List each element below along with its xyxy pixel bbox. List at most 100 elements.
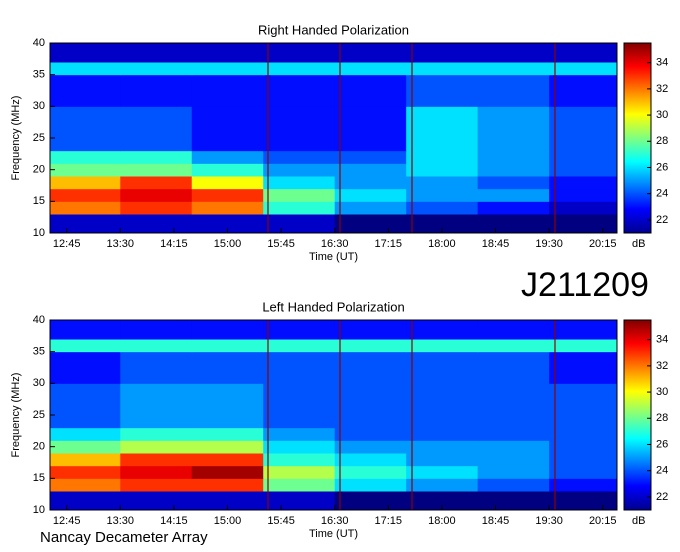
heatmap-cell [50,440,121,454]
x-tick-label: 18:00 [428,515,456,527]
heatmap-cell [549,339,618,353]
heatmap-cell [549,150,618,164]
heatmap-cell [549,74,618,107]
y-axis-label: Frequency (MHz) [10,373,22,458]
heatmap-cell [549,176,618,190]
heatmap-cell [477,427,550,441]
heatmap-cell [191,214,264,234]
colorbar [623,319,652,511]
heatmap-cell [406,106,479,152]
heatmap-cell [120,62,193,76]
heatmap-cell [334,465,407,479]
heatmap-cell [50,188,121,202]
colorbar-tick-label: 24 [656,465,668,477]
heatmap-cell [120,188,193,202]
heatmap-cell [549,427,618,441]
x-axis-label: Time (UT) [309,528,358,540]
heatmap-cell [263,320,336,340]
heatmap-cell [477,351,550,384]
heatmap-cell [120,43,193,63]
heatmap-cell [120,491,193,511]
heatmap-cell [50,62,121,76]
colorbar-tick-label: 30 [656,386,668,398]
heatmap-cell [191,74,264,107]
heatmap-cell [549,201,618,215]
heatmap-cell [406,74,479,107]
heatmap-cell [406,201,479,215]
heatmap-cell [334,106,407,152]
y-tick-label: 20 [33,164,45,176]
heatmap-cell [406,351,479,384]
heatmap-cell [406,150,479,164]
heatmap-cell [477,465,550,479]
x-tick-label: 12:45 [53,515,81,527]
heatmap-cell [50,106,121,152]
heatmap-cell [549,106,618,152]
heatmap-cell [191,150,264,164]
heatmap-cell [477,440,550,454]
x-tick-label: 16:30 [321,515,349,527]
x-tick-label: 12:45 [53,238,81,250]
heatmap-cell [406,339,479,353]
heatmap-cell [549,214,618,234]
x-tick-label: 15:00 [214,238,242,250]
y-tick-label: 40 [33,314,45,326]
colorbar-tick-label: 28 [656,412,668,424]
heatmap-cell [191,176,264,190]
heatmap-cell [477,176,550,190]
heatmap-cell [120,176,193,190]
heatmap-cell [191,106,264,152]
heatmap-cell [120,478,193,492]
heatmap-cell [334,62,407,76]
heatmap-cell [120,106,193,152]
heatmap-cell [191,201,264,215]
colorbar-tick-label: 26 [656,438,668,450]
heatmap-cell [477,383,550,429]
heatmap-cell [50,351,121,384]
heatmap-cell [191,478,264,492]
heatmap-cell [120,150,193,164]
heatmap-cell [263,351,336,384]
heatmap-cell [334,383,407,429]
colorbar-tick-label: 32 [656,83,668,95]
heatmap-cell [191,62,264,76]
heatmap-cell [50,43,121,63]
colorbar-tick-label: 34 [656,57,668,69]
heatmap-cell [334,43,407,63]
heatmap-cell [263,188,336,202]
heatmap-cell [477,150,550,164]
heatmap-cell [263,74,336,107]
x-tick-label: 16:30 [321,238,349,250]
heatmap-cell [120,74,193,107]
heatmap-cell [477,214,550,234]
y-axis-label: Frequency (MHz) [10,96,22,181]
heatmap-cell [191,320,264,340]
heatmap-cell [50,176,121,190]
heatmap-cell [406,491,479,511]
heatmap-cell [191,383,264,429]
heatmap-cell [263,163,336,177]
heatmap-cell [263,491,336,511]
heatmap-cell [191,188,264,202]
heatmap-cell [477,163,550,177]
heatmap-cell [120,383,193,429]
heatmap-cell [120,320,193,340]
y-tick-label: 30 [33,377,45,389]
heatmap-cell [406,62,479,76]
observation-id: J211209 [521,266,649,304]
heatmap-cell [477,453,550,467]
heatmap-cell [263,427,336,441]
heatmap-cell [334,214,407,234]
heatmap-cell [549,440,618,454]
heatmap-cell [477,62,550,76]
heatmap-cell [263,478,336,492]
x-tick-label: 20:15 [589,238,617,250]
heatmap-cell [477,491,550,511]
heatmap-cell [549,62,618,76]
heatmap-cell [50,465,121,479]
heatmap-cell [191,427,264,441]
heatmap-cell [50,339,121,353]
y-tick-label: 15 [33,195,45,207]
y-tick-label: 30 [33,100,45,112]
y-tick-label: 35 [33,69,45,81]
